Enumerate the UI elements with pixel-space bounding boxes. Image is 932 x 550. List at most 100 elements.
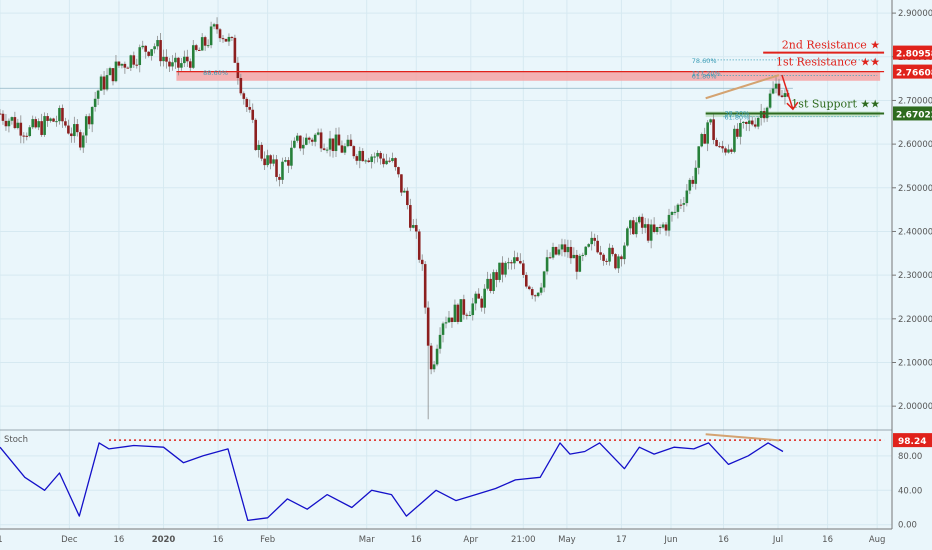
- candle[interactable]: [147, 51, 150, 58]
- candle[interactable]: [489, 273, 492, 294]
- candle[interactable]: [462, 294, 466, 320]
- candle[interactable]: [310, 137, 314, 146]
- candle[interactable]: [634, 217, 638, 238]
- candle[interactable]: [727, 144, 730, 154]
- candle[interactable]: [260, 142, 263, 162]
- candle[interactable]: [471, 297, 475, 321]
- candle[interactable]: [10, 116, 14, 125]
- candle[interactable]: [673, 205, 677, 216]
- candle[interactable]: [417, 229, 421, 263]
- candle[interactable]: [135, 58, 139, 69]
- candle[interactable]: [655, 226, 659, 235]
- candle[interactable]: [93, 91, 97, 112]
- candle[interactable]: [200, 33, 204, 51]
- candle[interactable]: [688, 177, 692, 195]
- candle[interactable]: [58, 105, 61, 125]
- candle[interactable]: [290, 140, 293, 170]
- candle[interactable]: [162, 49, 165, 67]
- candle[interactable]: [724, 146, 727, 156]
- candle[interactable]: [545, 249, 549, 275]
- stoch-line[interactable]: [0, 442, 784, 522]
- price-pane[interactable]: 2nd Resistance ★ 1st Resistance ★★ 1st Sup…: [0, 17, 885, 420]
- candle[interactable]: [355, 154, 359, 165]
- candle[interactable]: [313, 133, 317, 147]
- candle[interactable]: [102, 70, 106, 95]
- candle[interactable]: [670, 210, 674, 222]
- candle[interactable]: [171, 55, 174, 71]
- candle[interactable]: [76, 119, 79, 137]
- candle[interactable]: [733, 125, 736, 154]
- candle[interactable]: [640, 213, 644, 235]
- candle[interactable]: [584, 246, 588, 257]
- candle[interactable]: [694, 160, 698, 190]
- candle[interactable]: [590, 231, 593, 251]
- candle[interactable]: [429, 342, 433, 375]
- candle[interactable]: [498, 262, 501, 283]
- candle[interactable]: [150, 48, 153, 61]
- candle[interactable]: [513, 250, 516, 270]
- candle[interactable]: [397, 166, 400, 178]
- candle[interactable]: [61, 104, 64, 128]
- candle[interactable]: [747, 114, 751, 132]
- candle[interactable]: [0, 109, 2, 115]
- candle[interactable]: [301, 137, 305, 155]
- candle[interactable]: [486, 271, 489, 291]
- candle[interactable]: [16, 118, 20, 130]
- candle[interactable]: [697, 146, 701, 175]
- candle[interactable]: [551, 242, 555, 260]
- candle[interactable]: [403, 188, 406, 193]
- candle[interactable]: [233, 34, 237, 64]
- candle[interactable]: [206, 39, 210, 49]
- candle[interactable]: [777, 78, 781, 97]
- candle[interactable]: [560, 238, 564, 257]
- candle[interactable]: [43, 112, 46, 137]
- candle[interactable]: [248, 99, 252, 113]
- candle[interactable]: [307, 136, 311, 144]
- candle[interactable]: [783, 89, 787, 105]
- candle[interactable]: [742, 121, 745, 129]
- candle[interactable]: [447, 310, 451, 324]
- candle[interactable]: [227, 33, 231, 46]
- candle[interactable]: [495, 269, 498, 288]
- candle[interactable]: [245, 97, 249, 112]
- candle[interactable]: [352, 145, 356, 159]
- candle[interactable]: [563, 239, 567, 257]
- candle[interactable]: [358, 146, 362, 169]
- candle[interactable]: [756, 116, 760, 130]
- candle[interactable]: [388, 157, 391, 163]
- candle[interactable]: [435, 344, 439, 367]
- candle[interactable]: [52, 117, 55, 122]
- second-resistance-tag[interactable]: 2.80958: [893, 45, 932, 60]
- candle[interactable]: [420, 254, 424, 271]
- candle[interactable]: [316, 128, 320, 136]
- candle[interactable]: [718, 142, 721, 149]
- candle[interactable]: [643, 217, 647, 234]
- candle[interactable]: [578, 253, 582, 273]
- candle[interactable]: [108, 66, 112, 76]
- candle[interactable]: [31, 115, 35, 130]
- candle[interactable]: [739, 119, 742, 145]
- candle[interactable]: [414, 218, 418, 239]
- candle[interactable]: [730, 147, 733, 154]
- candle[interactable]: [218, 28, 222, 42]
- candle[interactable]: [46, 112, 49, 127]
- candle[interactable]: [55, 115, 58, 127]
- candle[interactable]: [343, 143, 347, 155]
- candle[interactable]: [165, 49, 168, 69]
- candle[interactable]: [477, 288, 481, 299]
- candle[interactable]: [524, 272, 528, 289]
- candle[interactable]: [370, 154, 373, 169]
- candle[interactable]: [263, 151, 266, 170]
- candle[interactable]: [159, 32, 162, 67]
- candle[interactable]: [22, 132, 26, 144]
- candle[interactable]: [522, 259, 525, 278]
- candle[interactable]: [349, 134, 353, 147]
- candle[interactable]: [554, 246, 558, 256]
- candle[interactable]: [186, 49, 189, 67]
- candle[interactable]: [394, 157, 397, 171]
- candle[interactable]: [73, 116, 76, 143]
- candle[interactable]: [391, 152, 394, 163]
- candle[interactable]: [188, 58, 192, 72]
- candle[interactable]: [257, 140, 260, 158]
- candle[interactable]: [637, 215, 641, 224]
